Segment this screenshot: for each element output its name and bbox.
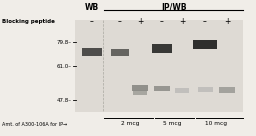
Bar	[82, 48, 102, 56]
Text: –: –	[160, 18, 164, 27]
Bar	[193, 39, 217, 49]
Text: +: +	[137, 18, 143, 27]
Text: +: +	[224, 18, 230, 27]
Text: 47.8–: 47.8–	[57, 98, 72, 103]
Bar	[175, 87, 189, 92]
Text: WB: WB	[85, 2, 99, 12]
Text: –: –	[118, 18, 122, 27]
Bar	[133, 89, 147, 95]
Bar	[75, 20, 243, 112]
Text: Amt. of A300-106A for IP→: Amt. of A300-106A for IP→	[2, 121, 67, 126]
Text: Blocking peptide: Blocking peptide	[2, 19, 55, 24]
Text: IP/WB: IP/WB	[161, 2, 186, 12]
Bar	[219, 87, 235, 93]
Bar	[152, 44, 172, 52]
Bar	[111, 49, 129, 55]
Text: 10 mcg: 10 mcg	[205, 120, 227, 126]
Text: +: +	[179, 18, 185, 27]
Text: 5 mcg: 5 mcg	[163, 120, 181, 126]
Text: –: –	[90, 18, 94, 27]
Text: –: –	[203, 18, 207, 27]
Text: 2 mcg: 2 mcg	[121, 120, 139, 126]
Text: 79.8–: 79.8–	[57, 39, 72, 44]
Bar	[132, 85, 148, 91]
Bar	[197, 86, 212, 92]
Text: 61.0–: 61.0–	[57, 64, 72, 69]
Bar	[154, 86, 170, 90]
